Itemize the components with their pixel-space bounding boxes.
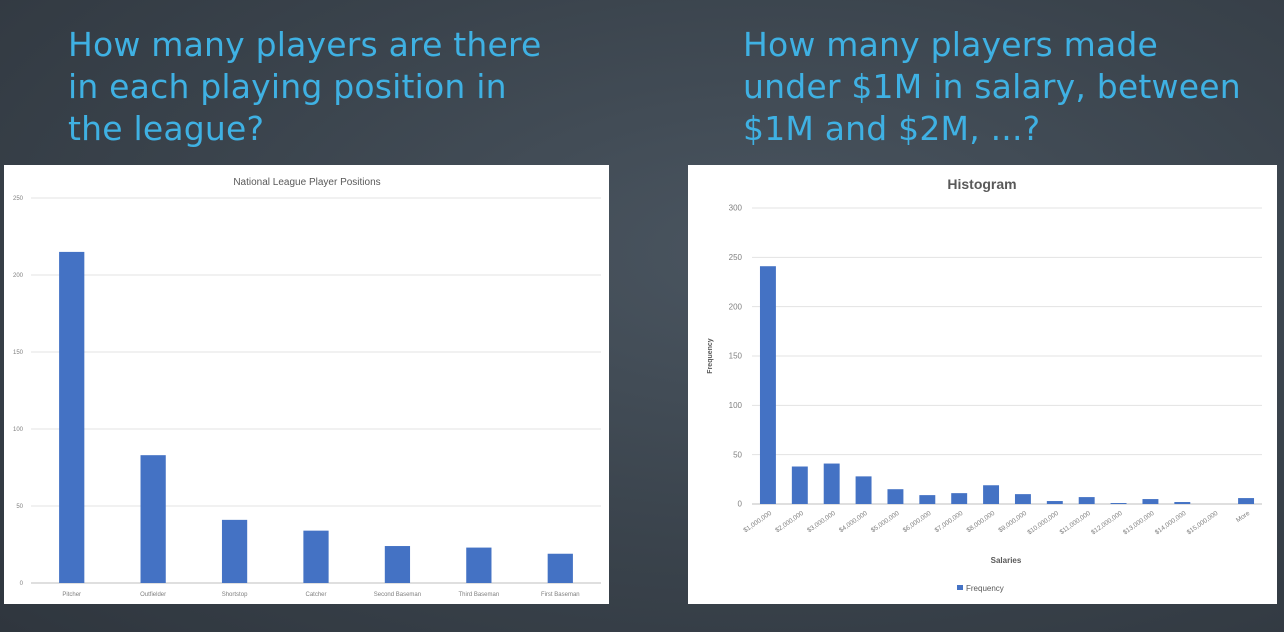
bar [823,463,840,504]
x-tick-label: $12,000,000 [1090,510,1124,537]
positions-chart: National League Player Positions 0 50 100 1… [13,177,601,598]
x-tick-label: Outfielder [140,592,166,598]
y-tick-label: 150 [13,350,24,356]
bar [384,546,411,583]
y-tick-label: 0 [20,581,24,587]
question-left-line: the league? [68,109,265,148]
salary-histogram-panel: Histogram Frequency Salaries Frequency 0… [688,165,1277,604]
positions-chart-panel: National League Player Positions 0 50 100 1… [4,165,609,604]
x-tick-label: $3,000,000 [806,510,837,535]
x-tick-label: $2,000,000 [774,510,805,535]
y-tick-label: 250 [729,253,743,262]
legend-swatch [957,585,963,590]
bar [303,530,329,583]
x-axis-label: Salaries [991,556,1022,565]
bar [951,493,968,504]
x-tick-label: $13,000,000 [1122,510,1156,537]
bar [791,466,808,504]
chart-title: Histogram [947,176,1016,192]
x-tick-label: Pitcher [62,592,81,598]
bar [1142,499,1159,504]
question-left: How many players are there in each playi… [68,24,628,150]
question-right-line: How many players made [743,25,1159,64]
bar [855,476,872,504]
x-tick-label: $6,000,000 [902,510,933,535]
bar [547,553,573,583]
x-tick-label: $10,000,000 [1026,510,1060,537]
question-left-line: in each playing position in [68,67,507,106]
y-tick-label: 100 [729,401,743,410]
y-axis-label: Frequency [707,338,714,374]
question-right: How many players made under $1M in salar… [743,24,1273,150]
legend-label: Frequency [966,584,1004,593]
x-tick-label: Third Baseman [459,592,500,598]
x-tick-label: $4,000,000 [838,510,869,535]
x-tick-label: $7,000,000 [934,510,965,535]
question-right-line: $1M and $2M, ...? [743,109,1041,148]
y-tick-label: 0 [738,500,743,509]
y-tick-label: 100 [13,427,24,433]
chart-title: National League Player Positions [233,177,380,188]
x-tick-label: $1,000,000 [742,510,773,535]
bar [1110,503,1127,504]
bar [140,455,166,583]
question-right-line: under $1M in salary, between [743,67,1241,106]
y-tick-label: 50 [16,504,23,510]
bar [59,251,85,583]
x-tick-label: $11,000,000 [1059,510,1093,536]
bar [1078,497,1095,504]
y-tick-label: 50 [733,450,742,459]
x-tick-label: Second Baseman [374,592,421,598]
x-tick-label: More [1235,510,1251,524]
bar [1238,498,1255,504]
x-tick-label: Shortstop [222,592,248,598]
x-tick-label: Catcher [305,592,326,598]
bar [221,519,248,583]
x-tick-label: $14,000,000 [1154,510,1188,537]
bar [887,489,904,504]
bar [983,485,1000,504]
bar [466,547,492,583]
salary-histogram: Histogram Frequency Salaries Frequency 0… [707,176,1262,593]
x-tick-label: $9,000,000 [997,510,1028,535]
bar [759,266,776,504]
bar [1046,501,1063,504]
x-tick-label: $8,000,000 [966,510,997,535]
x-tick-label: First Baseman [541,592,580,598]
x-tick-label: $15,000,000 [1186,510,1220,537]
bar [919,495,936,504]
y-tick-label: 150 [729,352,743,361]
y-tick-label: 300 [729,204,743,213]
bar [1174,502,1191,504]
bar [1014,494,1031,504]
y-tick-label: 200 [729,302,743,311]
y-tick-label: 250 [13,196,24,202]
x-tick-label: $5,000,000 [870,510,901,535]
question-left-line: How many players are there [68,25,542,64]
y-tick-label: 200 [13,273,24,279]
